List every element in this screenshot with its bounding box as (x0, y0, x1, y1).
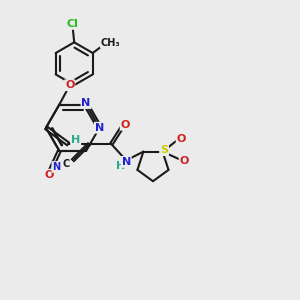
Text: CH₃: CH₃ (101, 38, 120, 48)
Text: O: O (44, 170, 54, 180)
Text: N: N (82, 98, 91, 108)
Text: C: C (63, 159, 70, 169)
Text: O: O (65, 80, 74, 90)
Text: N: N (52, 162, 60, 172)
Text: H: H (71, 136, 80, 146)
Text: S: S (160, 145, 168, 155)
Text: Cl: Cl (67, 19, 79, 29)
Text: O: O (180, 156, 189, 166)
Text: H: H (116, 161, 125, 171)
Text: N: N (95, 123, 104, 133)
Text: O: O (121, 120, 130, 130)
Text: O: O (177, 134, 186, 144)
Text: N: N (122, 157, 131, 167)
